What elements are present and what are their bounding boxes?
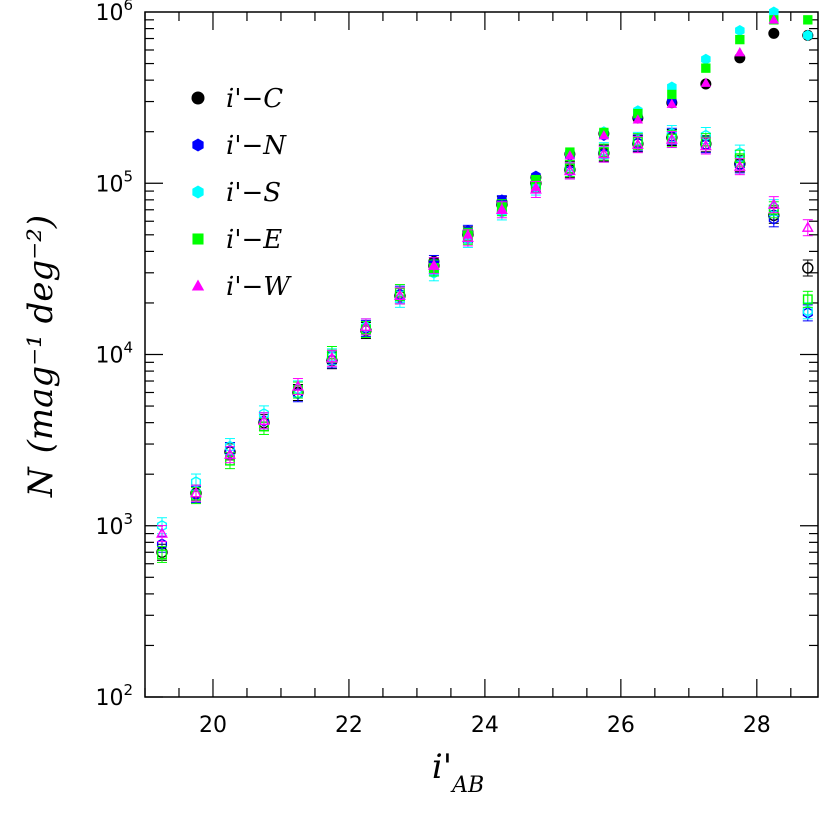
filled-point [667, 89, 677, 100]
svg-text:N(mag⁻¹ deg⁻²): N (mag⁻¹ deg⁻²) [21, 215, 61, 498]
legend-marker [191, 279, 205, 291]
open-point [157, 549, 167, 560]
y-tick-label: 106 [95, 0, 133, 26]
legend-label: i'−N [226, 131, 287, 161]
legend-label: i'−W [226, 272, 292, 302]
axes [144, 11, 819, 698]
filled-point [530, 181, 542, 191]
legend-item: i'−S [192, 178, 281, 208]
plot-frame [144, 11, 819, 698]
open-point [326, 351, 338, 363]
filled-point [700, 77, 712, 87]
open-point [767, 198, 780, 209]
series-5 [156, 14, 814, 543]
open-point [393, 289, 406, 301]
x-tick-label: 22 [335, 713, 363, 738]
y-tick-label: 104 [95, 339, 133, 369]
filled-point [666, 98, 678, 108]
open-point [733, 160, 746, 171]
y-axis-label: N (mag⁻¹ deg⁻²) [21, 215, 61, 498]
x-tick-label: 28 [743, 713, 771, 738]
open-point [665, 133, 678, 144]
filled-point [768, 14, 780, 24]
y-tick-label: 105 [95, 167, 133, 197]
legend-item: i'−N [192, 131, 287, 161]
x-axis-label: i'AB [432, 747, 484, 798]
open-point [802, 262, 814, 274]
filled-point [564, 150, 576, 160]
svg-text:i'AB: i'AB [432, 747, 484, 798]
legend-label: i'−S [226, 178, 281, 208]
open-point [190, 486, 202, 498]
legend-item: i'−E [192, 225, 282, 255]
filled-point [768, 27, 780, 39]
x-tick-label: 20 [199, 713, 227, 738]
open-point [292, 380, 304, 391]
filled-point [496, 204, 508, 214]
legend-label: i'−E [226, 225, 282, 255]
y-tick-label: 102 [95, 681, 133, 711]
open-point [597, 147, 610, 159]
legend-item: i'−C [191, 84, 283, 114]
filled-point [633, 108, 643, 119]
open-point [802, 294, 813, 305]
filled-point [632, 114, 644, 124]
open-point [631, 138, 644, 149]
y-tick-label: 103 [95, 510, 133, 540]
legend-marker [192, 138, 204, 152]
filled-point [531, 174, 541, 185]
open-point [224, 448, 236, 459]
filled-point [735, 24, 745, 36]
legend-marker [192, 185, 204, 199]
open-point [802, 304, 813, 317]
filled-point [735, 34, 745, 45]
filled-point [701, 53, 711, 65]
x-tick-label: 26 [607, 713, 635, 738]
legend-marker [192, 233, 204, 245]
filled-point [734, 47, 746, 57]
filled-point [701, 63, 711, 73]
legend-item: i'−W [191, 272, 292, 302]
x-tick-label: 24 [471, 713, 499, 738]
x-axis-label-sub: AB [450, 773, 484, 798]
x-axis-label-main: i' [432, 747, 452, 787]
filled-point [769, 6, 779, 18]
data-points [156, 6, 814, 563]
ticks: 20 22 24 26 28 102 103 104 105 106 [95, 0, 818, 738]
filled-point [803, 29, 813, 41]
filled-point [462, 229, 474, 239]
series-2 [156, 96, 813, 553]
filled-point [667, 81, 677, 93]
legend-marker [191, 91, 205, 105]
y-axis-label-units: (mag⁻¹ deg⁻²) [21, 215, 61, 453]
legend: i'−C i'−N i'−S i'−E i'−W [191, 84, 292, 302]
open-point [768, 212, 779, 225]
y-axis-label-main: N [21, 466, 61, 498]
open-point [156, 527, 168, 538]
legend-label: i'−C [226, 84, 283, 114]
open-point [258, 414, 270, 426]
filled-point [598, 130, 610, 140]
open-point [699, 139, 712, 151]
open-point [801, 221, 814, 232]
filled-point [803, 15, 813, 25]
open-point [359, 320, 372, 332]
filled-point [428, 260, 440, 270]
open-point [563, 164, 576, 176]
